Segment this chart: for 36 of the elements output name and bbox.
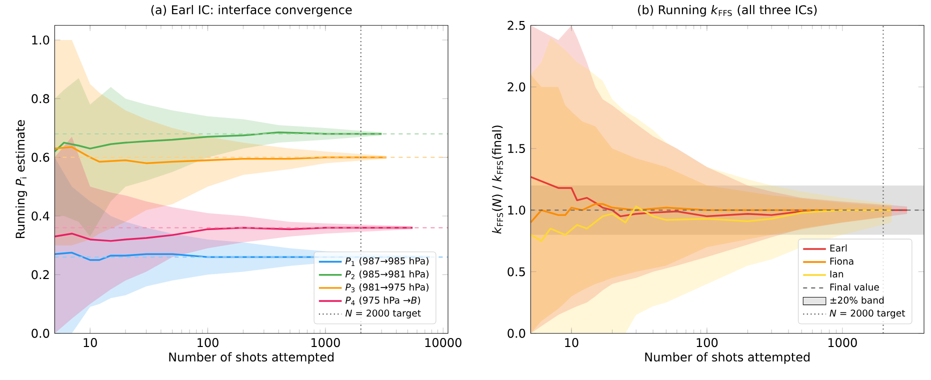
y-tick-label: 0.0	[508, 328, 526, 338]
x-tick-label: 10000	[425, 338, 462, 348]
x-tick-label: 1000	[828, 338, 857, 348]
y-tick-label: 1.5	[508, 144, 525, 153]
y-tick-label: 1.0	[508, 206, 526, 215]
legend-label: Ian	[830, 270, 844, 278]
y-tick-label: 0.5	[508, 267, 525, 276]
legend-label: Final value	[830, 283, 879, 291]
x-tick-label: 10	[84, 338, 97, 348]
y-axis-title: Running P$_{i}$ estimate	[15, 120, 28, 238]
legend-label: P$_{1}$ (987→985 hPa)	[345, 257, 428, 266]
x-tick-label: 10	[565, 338, 578, 348]
chart-title: (b) Running k$_{FFS}$ (all three ICs)	[638, 5, 817, 17]
y-tick-label: 0.2	[32, 270, 49, 280]
y-tick-label: 0.6	[32, 152, 50, 162]
legend-label: P$_{4}$ (975 hPa →B)	[345, 296, 420, 306]
y-tick-label: 1.0	[32, 35, 50, 45]
x-tick-label: 100	[198, 338, 218, 348]
ref-line-label: N = 2000 target	[345, 310, 421, 318]
y-tick-label: 0.0	[32, 328, 50, 338]
legend-label: P$_{3}$ (981→975 hPa)	[345, 283, 428, 292]
y-axis-title: k$_{FFS}$(N) / k$_{FFS}$(final)	[492, 126, 504, 234]
chart-title: (a) Earl IC: interface convergence	[151, 5, 352, 17]
y-tick-label: 2.5	[508, 20, 525, 30]
y-tick-label: 2.0	[508, 82, 526, 92]
legend-label: P$_{2}$ (985→981 hPa)	[345, 270, 428, 280]
x-axis-title: Number of shots attempted	[645, 352, 810, 364]
x-tick-label: 1000	[312, 338, 340, 348]
legend-label: ±20% band	[830, 296, 884, 304]
legend-label: Fiona	[830, 257, 854, 265]
x-axis-title: Number of shots attempted	[169, 352, 334, 364]
y-tick-label: 0.4	[32, 211, 50, 221]
x-tick-label: 100	[696, 338, 718, 348]
y-tick-label: 0.8	[32, 94, 50, 104]
legend-label: Earl	[830, 244, 847, 252]
ref-line-label: N = 2000 target	[830, 310, 906, 318]
